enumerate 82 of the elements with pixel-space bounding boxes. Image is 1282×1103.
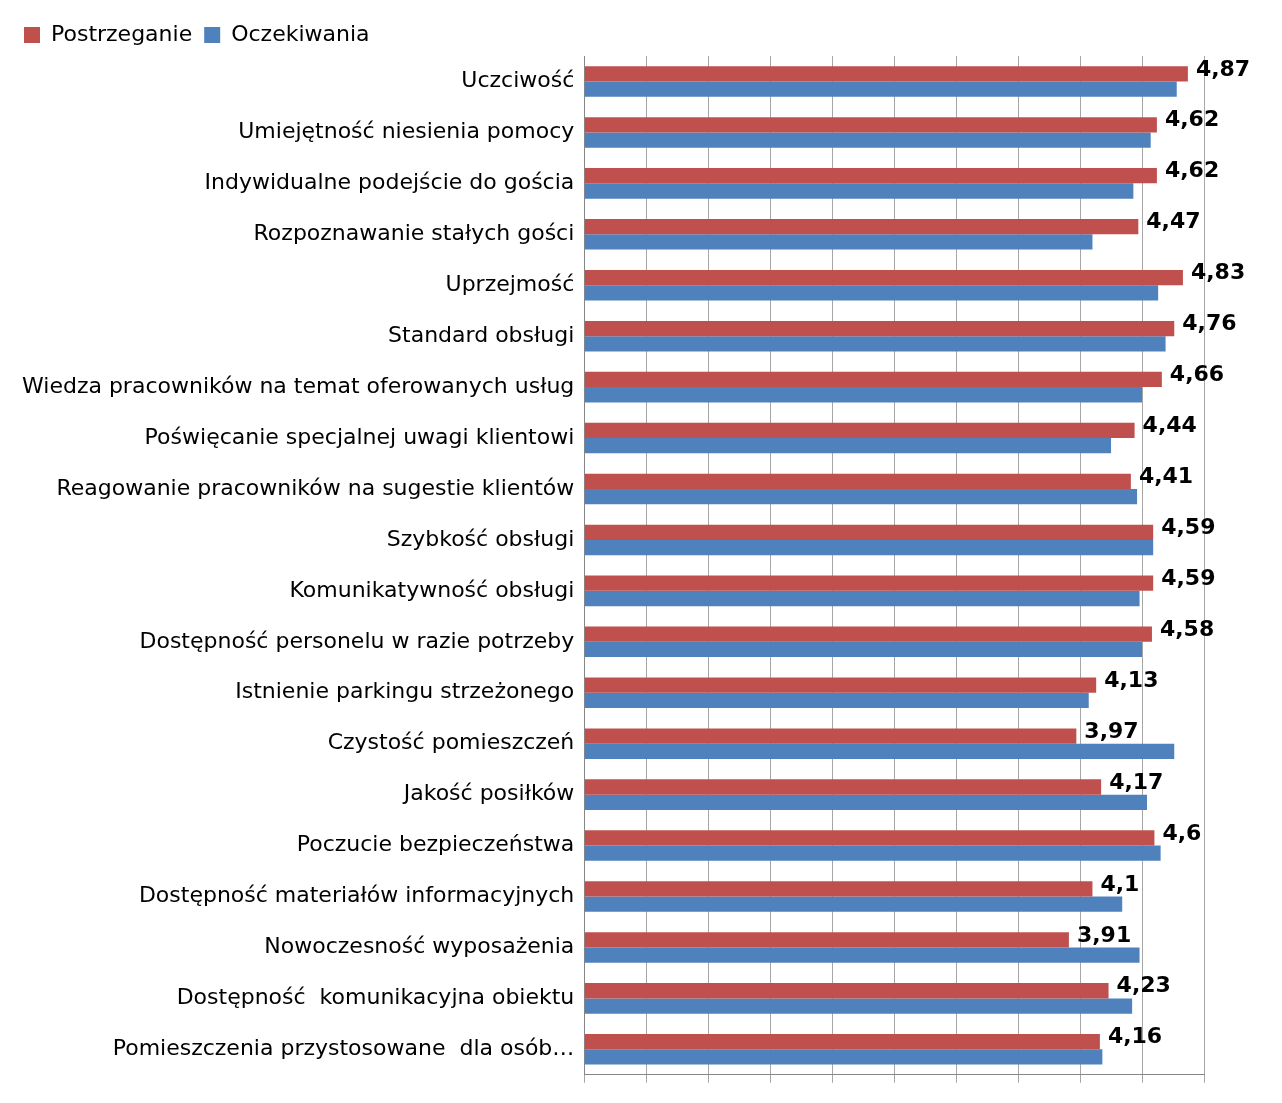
data-label: 4,6 <box>1162 819 1202 845</box>
y-tick-label: Nowoczesność wyposażenia <box>264 933 575 959</box>
bar <box>584 677 1097 693</box>
bar <box>584 743 1175 759</box>
bar <box>584 728 1077 744</box>
bar <box>584 285 1159 301</box>
data-label: 4,66 <box>1169 361 1225 387</box>
y-tick-label: Wiedza pracowników na temat oferowanych usług <box>22 372 575 398</box>
y-tick-label: Rozpoznawanie stałych gości <box>253 220 575 246</box>
bar <box>584 422 1135 439</box>
bar <box>584 590 1140 607</box>
bar <box>584 132 1151 148</box>
y-tick-label: Szybkość obsługi <box>386 525 575 551</box>
data-label: 4,41 <box>1138 463 1194 489</box>
bar <box>584 320 1175 337</box>
data-label: 4,62 <box>1164 157 1220 183</box>
data-label: 4,87 <box>1195 55 1251 81</box>
legend-label: Oczekiwania <box>231 20 370 46</box>
y-tick-label: Poświęcanie specjalnej uwagi klientowi <box>144 423 575 449</box>
bar <box>584 81 1177 97</box>
data-label: 4,44 <box>1142 412 1197 438</box>
bar <box>584 932 1069 948</box>
bar <box>584 692 1089 709</box>
data-label: 4,47 <box>1146 208 1201 234</box>
y-tick-label: Uczciwość <box>461 67 575 93</box>
bar <box>584 336 1166 352</box>
bar <box>584 539 1154 556</box>
y-tick-label: Czystość pomieszczeń <box>327 729 575 755</box>
bar <box>584 234 1093 250</box>
bar <box>584 117 1157 133</box>
data-label: 4,62 <box>1164 106 1220 132</box>
bar <box>584 371 1162 388</box>
y-tick-label: Dostępność komunikacyjna obiektu <box>176 984 575 1010</box>
data-label: 4,58 <box>1159 615 1215 641</box>
data-label: 4,59 <box>1161 564 1216 590</box>
bar <box>584 438 1112 454</box>
bar <box>584 1049 1103 1065</box>
bar <box>584 66 1188 82</box>
bar <box>584 845 1161 861</box>
bar <box>584 896 1123 912</box>
y-tick-label: Dostępność personelu w razie potrzeby <box>139 627 575 653</box>
bar <box>584 387 1143 403</box>
bar <box>584 830 1155 846</box>
data-label: 4,23 <box>1116 972 1171 998</box>
bar <box>584 881 1093 897</box>
data-label: 3,91 <box>1076 921 1132 947</box>
bar <box>584 947 1140 963</box>
bar <box>584 998 1133 1014</box>
bar <box>584 1034 1100 1050</box>
bar <box>584 473 1131 489</box>
bar <box>584 219 1139 235</box>
data-label: 3,97 <box>1084 717 1139 743</box>
bar <box>584 794 1147 810</box>
bar <box>584 626 1152 642</box>
y-tick-label: Uprzejmość <box>445 270 575 296</box>
y-tick-label: Dostępność materiałów informacyjnych <box>138 882 575 908</box>
y-tick-label: Indywidualne podejście do gościa <box>204 169 575 195</box>
bar <box>584 524 1154 540</box>
data-label: 4,1 <box>1100 870 1140 896</box>
bar <box>584 779 1102 795</box>
y-tick-label: Reagowanie pracowników na sugestie klientów <box>56 474 575 500</box>
data-label: 4,83 <box>1190 259 1246 285</box>
y-tick-label: Pomieszczenia przystosowane dla osób… <box>112 1035 575 1061</box>
bar <box>584 168 1157 184</box>
data-label: 4,16 <box>1107 1023 1163 1049</box>
bar <box>584 983 1109 999</box>
y-tick-label: Standard obsługi <box>388 321 575 347</box>
y-tick-label: Umiejętność niesienia pomocy <box>238 118 575 144</box>
bar <box>584 641 1143 658</box>
bar <box>584 575 1154 591</box>
data-label: 4,76 <box>1182 310 1237 336</box>
y-tick-label: Istnienie parkingu strzeżonego <box>235 678 575 704</box>
y-tick-label: Poczucie bezpieczeństwa <box>296 831 575 857</box>
bar <box>584 269 1183 286</box>
data-label: 4,59 <box>1161 514 1216 540</box>
y-tick-label: Komunikatywność obsługi <box>289 576 575 602</box>
bar <box>584 488 1138 505</box>
data-label: 4,13 <box>1104 666 1159 692</box>
bar <box>584 183 1134 199</box>
legend-label: Postrzeganie <box>51 20 193 46</box>
y-tick-label: Jakość posiłków <box>401 780 575 806</box>
data-label: 4,17 <box>1109 768 1164 794</box>
